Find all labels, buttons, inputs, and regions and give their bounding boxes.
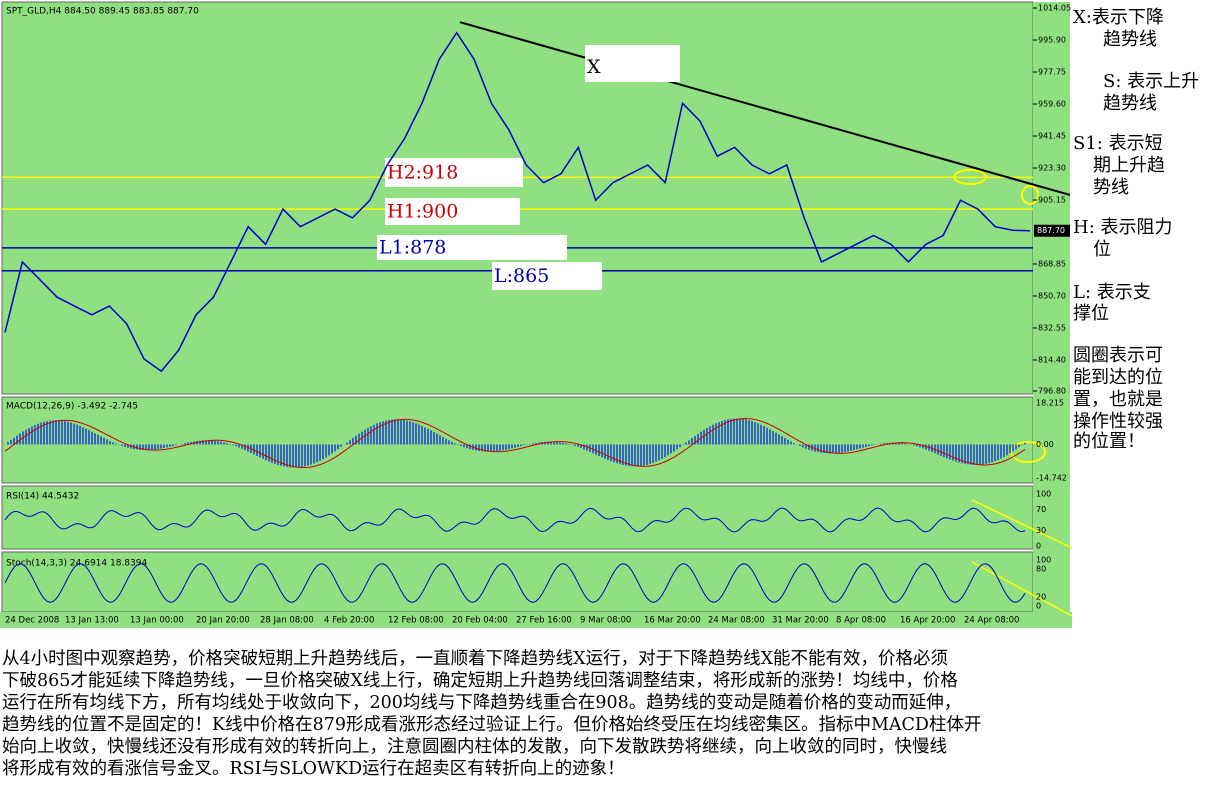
paragraph-line: 运行在所有均线下方，所有均线处于收敛向下，200均线与下降趋势线重合在908。趋… bbox=[2, 693, 962, 713]
x-tick-label: 13 Jan 00:00 bbox=[130, 616, 184, 626]
label-box bbox=[492, 262, 602, 290]
macd-signal bbox=[4, 418, 1026, 469]
paragraph-line: 下破865才能延续下降趋势线，一旦价格突破X线上行，确定短期上升趋势线回落调整结… bbox=[2, 671, 958, 691]
x-tick-label: 20 Feb 04:00 bbox=[452, 616, 508, 626]
stoch-trend bbox=[971, 561, 1072, 617]
level-label: L1:878 bbox=[379, 237, 446, 259]
x-tick-label: 16 Apr 20:00 bbox=[900, 616, 955, 626]
rsi-line bbox=[4, 507, 1026, 533]
macd-panel bbox=[1, 396, 1034, 484]
y-tick-label: 850.70 bbox=[1038, 291, 1066, 300]
side-note: 趋势线 bbox=[1103, 29, 1157, 50]
y-tick-label: -14.742 bbox=[1036, 474, 1067, 483]
side-note: 期上升趋 bbox=[1093, 155, 1165, 176]
price-line bbox=[4, 31, 1031, 373]
y-tick-label: 959.60 bbox=[1038, 99, 1066, 108]
x-tick-label: 27 Feb 16:00 bbox=[516, 616, 572, 626]
side-note: 位 bbox=[1093, 239, 1111, 260]
y-tick-label: 20 bbox=[1036, 592, 1046, 601]
x-tick-label: 24 Apr 08:00 bbox=[964, 616, 1019, 626]
y-tick-label: 832.55 bbox=[1038, 323, 1066, 332]
price-tag-label: 887.70 bbox=[1037, 226, 1065, 235]
circle bbox=[1021, 185, 1039, 205]
side-note: X:表示下降 bbox=[1073, 7, 1164, 28]
macd-label: MACD(12,26,9) -3.492 -2.745 bbox=[6, 402, 138, 412]
chart: SPT_GLD,H4 884.50 889.45 883.85 887.70 M… bbox=[0, 0, 1072, 630]
level-label: H2:918 bbox=[387, 162, 458, 184]
side-note: H: 表示阻力 bbox=[1073, 217, 1173, 238]
time-axis bbox=[0, 612, 1072, 628]
x-tick-label: 4 Feb 20:00 bbox=[324, 616, 374, 626]
stoch-line bbox=[4, 563, 1026, 603]
label-box bbox=[585, 45, 680, 82]
y-tick-label: 796.80 bbox=[1038, 387, 1066, 396]
x-tick-label: 8 Apr 08:00 bbox=[836, 616, 886, 626]
side-note: 势线 bbox=[1093, 177, 1129, 198]
y-tick-label: 905.15 bbox=[1038, 195, 1066, 204]
label-box bbox=[385, 158, 523, 187]
x-tick-label: 24 Mar 08:00 bbox=[708, 616, 765, 626]
paragraph-line: 将形成有效的看涨信号金叉。RSI与SLOWKD运行在超卖区有转折向上的迹象！ bbox=[2, 759, 625, 779]
y-tick-label: 18.215 bbox=[1036, 399, 1064, 408]
y-tick-label: 100 bbox=[1036, 556, 1051, 565]
y-tick-label: 941.45 bbox=[1038, 131, 1066, 140]
y-tick-label: 1014.05 bbox=[1038, 4, 1071, 13]
macd-histogram bbox=[7, 418, 1026, 468]
y-tick-label: 30 bbox=[1036, 526, 1046, 535]
side-note: 趋势线 bbox=[1103, 93, 1157, 114]
y-tick-label: 977.75 bbox=[1038, 67, 1066, 76]
side-note: 的位置！ bbox=[1073, 431, 1145, 452]
level-label: L:865 bbox=[494, 265, 549, 287]
chart-title: SPT_GLD,H4 884.50 889.45 883.85 887.70 bbox=[6, 7, 199, 17]
x-tick-label: 12 Feb 08:00 bbox=[388, 616, 444, 626]
y-tick-label: 100 bbox=[1036, 490, 1051, 499]
paragraph-line: 从4小时图中观察趋势，价格突破短期上升趋势线后，一直顺着下降趋势线X运行，对于下… bbox=[2, 649, 949, 669]
side-note: 置，也就是 bbox=[1073, 389, 1163, 410]
y-tick-label: 0 bbox=[1036, 542, 1041, 551]
circle bbox=[1010, 441, 1046, 463]
x-tick-label: 28 Jan 08:00 bbox=[260, 616, 314, 626]
y-tick-label: 70 bbox=[1036, 505, 1046, 514]
label-box bbox=[377, 235, 567, 260]
trendline bbox=[459, 21, 1071, 196]
price-tag bbox=[1034, 224, 1070, 237]
side-note: 操作性较强 bbox=[1073, 411, 1163, 432]
paragraph-line: 始向上收敛，快慢线还没有形成有效的转折向上，注意圆圈内柱体的发散，向下发散跌势将… bbox=[2, 737, 947, 757]
side-note: S: 表示上升 bbox=[1103, 71, 1200, 92]
paragraph: 从4小时图中观察趋势，价格突破短期上升趋势线后，一直顺着下降趋势线X运行，对于下… bbox=[2, 648, 981, 780]
x-tick-label: 13 Jan 13:00 bbox=[65, 616, 119, 626]
y-tick-label: 80 bbox=[1036, 565, 1046, 574]
level-label: H1:900 bbox=[387, 201, 458, 223]
side-note: L: 表示支 bbox=[1073, 282, 1151, 303]
side-note: 撑位 bbox=[1073, 303, 1109, 324]
side-note: 圆圈表示可 bbox=[1073, 345, 1163, 366]
stoch-label: Stoch(14,3,3) 24.6914 18.8394 bbox=[6, 559, 147, 569]
y-tick-label: 0.00 bbox=[1036, 440, 1054, 449]
y-tick-label: 0 bbox=[1036, 602, 1041, 611]
rsi-trend bbox=[971, 499, 1072, 549]
y-tick-label: 814.40 bbox=[1038, 355, 1066, 364]
label-box bbox=[385, 198, 520, 225]
y-tick-label: 995.90 bbox=[1038, 35, 1066, 44]
axis-panel bbox=[1033, 2, 1070, 612]
x-tick-label: 24 Dec 2008 bbox=[5, 616, 59, 626]
x-tick-label: 16 Mar 20:00 bbox=[644, 616, 701, 626]
trendline-label: X bbox=[587, 56, 601, 78]
x-tick-label: 9 Mar 08:00 bbox=[580, 616, 631, 626]
y-tick-label: 923.30 bbox=[1038, 163, 1066, 172]
x-tick-label: 20 Jan 20:00 bbox=[196, 616, 250, 626]
side-note: 能到达的位 bbox=[1073, 367, 1163, 388]
y-tick-label: 868.85 bbox=[1038, 259, 1066, 268]
side-note: S1: 表示短 bbox=[1073, 133, 1163, 154]
x-tick-label: 31 Mar 20:00 bbox=[772, 616, 829, 626]
rsi-label: RSI(14) 44.5432 bbox=[6, 492, 79, 502]
paragraph-line: 趋势线的位置不是固定的！K线中价格在879形成看涨形态经过验证上行。但价格始终受… bbox=[2, 715, 982, 735]
